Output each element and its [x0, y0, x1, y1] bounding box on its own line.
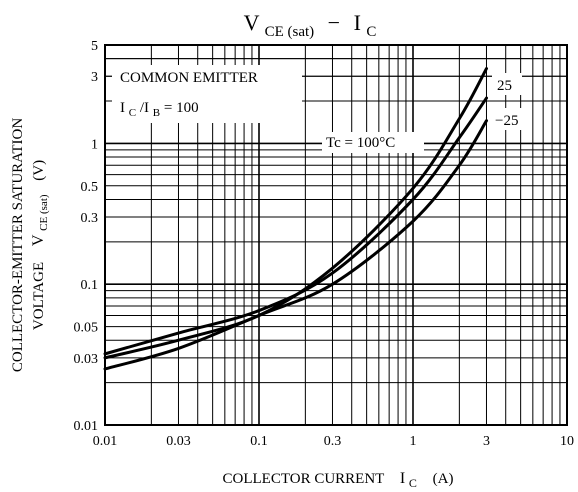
x-tick-label-3: 3 — [483, 434, 490, 449]
series-layer — [103, 67, 488, 371]
series-line-tc-minus-25 — [103, 119, 488, 371]
title-i-subscript: C — [366, 24, 376, 40]
title-separator: − — [328, 10, 340, 35]
ic-ib-label: I C /I B = 100 — [120, 100, 199, 120]
x-tick-label-0-1: 0.1 — [250, 434, 268, 449]
x-tick-label-10: 10 — [560, 434, 574, 449]
y-tick-label-0-1: 0.1 — [81, 278, 99, 293]
ic-ib-main: I — [120, 100, 125, 116]
x-tick-label-0-01: 0.01 — [93, 434, 118, 449]
title-i-main: I — [354, 10, 361, 35]
y-axis-label-line2: VOLTAGE V CE (sat) (V) — [30, 160, 51, 330]
x-tick-label-1: 1 — [410, 434, 417, 449]
label-25-bg — [492, 73, 522, 95]
x-tick-labels: 0.01 0.03 0.1 0.3 1 3 10 — [93, 434, 574, 449]
x-axis-symbol-main: I — [400, 470, 405, 487]
title-v-main: V — [244, 10, 260, 35]
y-tick-labels: 0.01 0.03 0.05 0.1 0.3 0.5 1 3 5 — [74, 39, 99, 434]
common-emitter-label: COMMON EMITTER — [120, 70, 258, 86]
ic-ib-value: = 100 — [164, 100, 199, 116]
y-axis-symbol-main: V — [30, 234, 47, 246]
ic-ib-sub1: C — [129, 107, 136, 119]
title-v-subscript: CE (sat) — [265, 24, 315, 40]
y-tick-label-1: 1 — [91, 137, 98, 152]
x-axis-unit: (A) — [433, 471, 454, 487]
x-tick-label-0-03: 0.03 — [166, 434, 191, 449]
ic-ib-sep: /I — [140, 100, 149, 116]
y-tick-label-3: 3 — [91, 70, 98, 85]
tc-100-label: Tc = 100°C — [326, 135, 395, 151]
common-emitter-box-bg — [112, 65, 302, 123]
y-axis-symbol-subscript: CE (sat) — [38, 194, 50, 231]
plot-frame — [104, 44, 568, 426]
y-tick-label-0-05: 0.05 — [74, 321, 99, 336]
series-line-tc-100 — [103, 67, 488, 360]
tc-label-bg — [322, 132, 424, 153]
annotation-layer: COMMON EMITTER I C /I B = 100 Tc = 100°C… — [112, 65, 530, 153]
chart-title: V CE (sat) − I C — [244, 10, 377, 41]
ic-ib-sub2: B — [153, 107, 160, 119]
y-tick-label-5: 5 — [91, 39, 98, 54]
y-axis-label-line1: COLLECTOR-EMITTER SATURATION — [10, 118, 26, 372]
y-tick-label-0-01: 0.01 — [74, 419, 99, 434]
y-axis-unit: (V) — [31, 160, 47, 181]
x-axis-symbol-subscript: C — [409, 476, 417, 490]
x-axis-label: COLLECTOR CURRENT I C (A) — [223, 470, 454, 491]
series-label-25: 25 — [497, 78, 512, 94]
y-tick-label-0-5: 0.5 — [81, 180, 99, 195]
y-tick-label-0-03: 0.03 — [74, 352, 99, 367]
series-line-tc-25 — [103, 96, 488, 356]
x-tick-label-0-3: 0.3 — [324, 434, 342, 449]
y-axis-label-prefix: VOLTAGE — [31, 262, 47, 330]
series-label-minus-25: −25 — [495, 113, 518, 129]
y-tick-label-0-3: 0.3 — [81, 211, 99, 226]
label-m25-bg — [492, 108, 530, 130]
x-axis-label-text: COLLECTOR CURRENT — [223, 471, 385, 487]
